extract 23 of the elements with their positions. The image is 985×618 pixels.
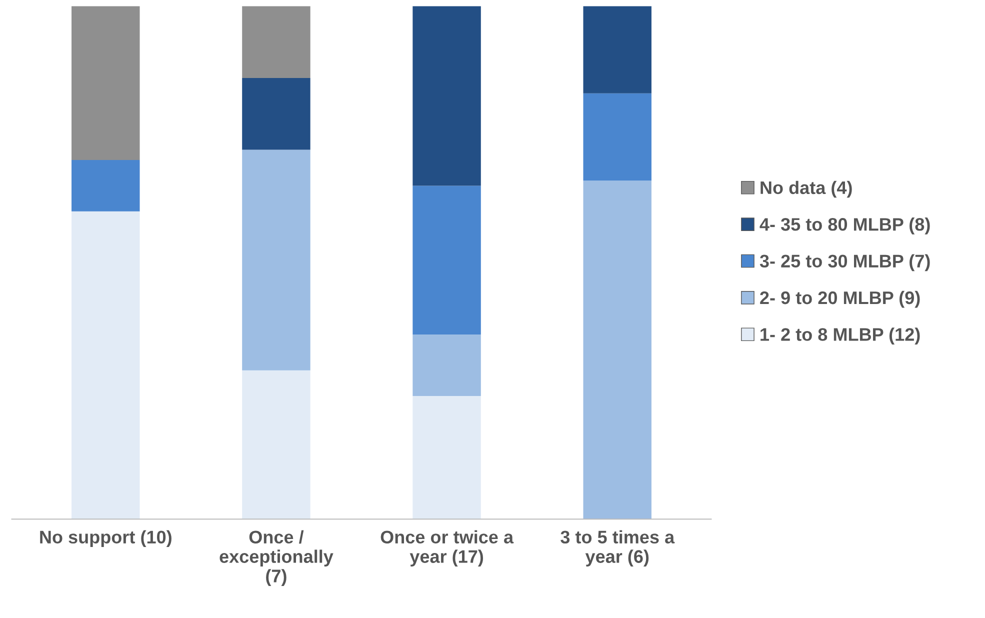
legend-label: 2- 9 to 20 MLBP (9)	[760, 290, 920, 308]
x-tick-label: No support (10)	[40, 530, 172, 548]
bar	[242, 370, 310, 520]
bar	[242, 150, 310, 370]
legend-label: 1- 2 to 8 MLBP (12)	[760, 328, 920, 344]
bar	[412, 6, 481, 186]
bar	[72, 160, 140, 212]
bar	[583, 180, 652, 520]
bar	[242, 78, 310, 150]
bar	[242, 6, 310, 78]
bar	[72, 6, 140, 160]
legend-label: 4- 35 to 80 MLBP (8)	[760, 218, 930, 234]
x-tick-label: Once or twice a year (17)	[380, 530, 514, 567]
bar	[583, 93, 652, 181]
x-tick-label: Once / exceptionally (7)	[220, 530, 334, 586]
legend-label: 3- 25 to 30 MLBP (7)	[760, 254, 930, 272]
bar	[412, 186, 481, 334]
bar	[412, 334, 481, 396]
bar	[412, 396, 481, 520]
x-tick-label: 3 to 5 times a year (6)	[560, 530, 675, 567]
bar	[583, 6, 652, 94]
legend-label: No data (4)	[760, 180, 852, 198]
bar	[72, 211, 140, 520]
